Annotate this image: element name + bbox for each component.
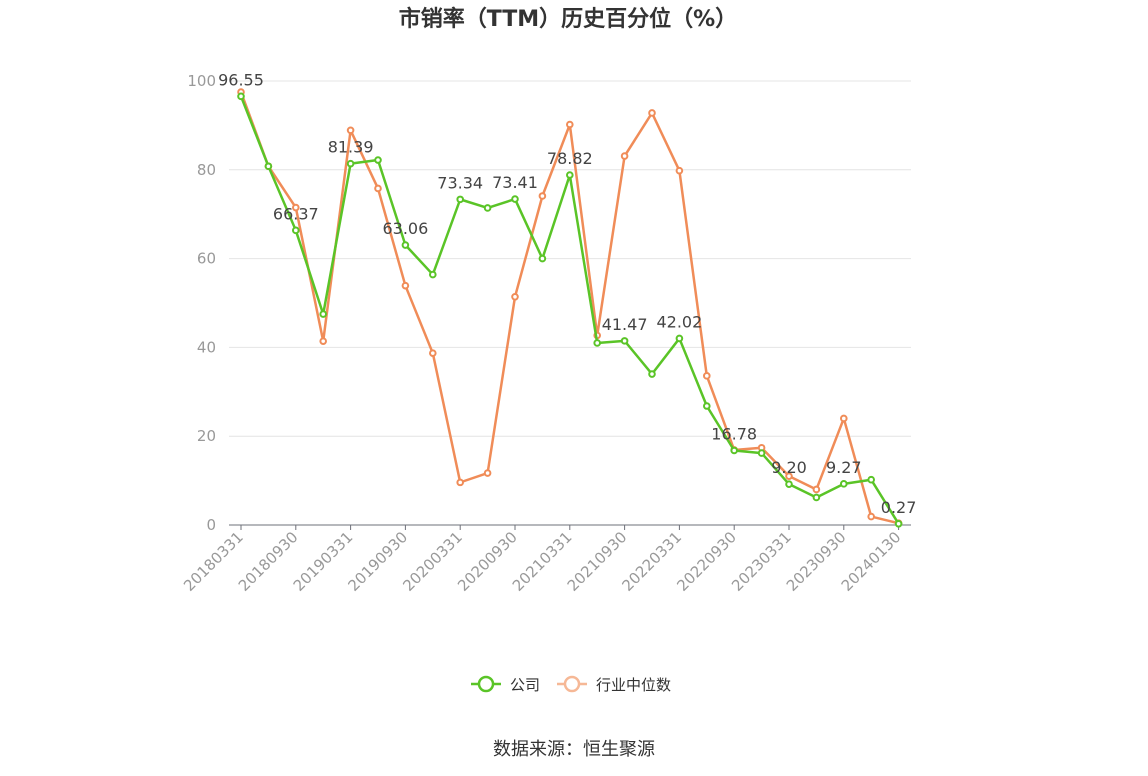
data-point[interactable]	[675, 166, 684, 175]
data-label: 96.55	[218, 70, 264, 89]
data-label: 9.20	[771, 458, 807, 477]
data-point[interactable]	[483, 469, 492, 477]
data-point[interactable]	[703, 372, 711, 380]
data-point[interactable]	[456, 478, 465, 487]
data-point[interactable]	[730, 446, 739, 455]
data-point[interactable]	[374, 184, 382, 193]
y-tick-label: 40	[197, 338, 216, 356]
data-point[interactable]	[374, 156, 382, 164]
data-label: 66.37	[273, 204, 319, 223]
data-point[interactable]	[785, 480, 793, 488]
data-point[interactable]	[840, 480, 848, 488]
data-label: 9.27	[826, 458, 862, 477]
data-point[interactable]	[538, 254, 547, 263]
data-point[interactable]	[703, 402, 711, 410]
data-point[interactable]	[620, 152, 629, 160]
y-axis: 0 20 40 60 80 100	[187, 72, 216, 534]
data-point[interactable]	[429, 270, 437, 279]
data-point[interactable]	[346, 159, 355, 168]
data-point[interactable]	[675, 334, 684, 343]
data-label: 63.06	[382, 219, 428, 238]
y-tick-label: 80	[197, 161, 216, 179]
x-tick-label: 20240130	[838, 528, 905, 595]
data-point[interactable]	[867, 475, 876, 484]
data-point[interactable]	[264, 162, 273, 171]
grid	[229, 80, 911, 437]
series-layer	[237, 88, 903, 528]
data-label: 42.02	[656, 312, 702, 331]
data-point[interactable]	[483, 204, 492, 212]
data-point[interactable]	[292, 203, 300, 212]
legend-item-1[interactable]: 行业中位数	[557, 675, 671, 694]
data-point[interactable]	[429, 349, 437, 357]
data-point[interactable]	[785, 472, 793, 480]
source-note: 数据来源：恒生聚源	[493, 739, 655, 760]
data-point[interactable]	[401, 281, 410, 290]
data-label: 73.41	[492, 173, 538, 192]
legend-item-0[interactable]: 公司	[471, 675, 540, 694]
data-label: 0.27	[881, 498, 917, 517]
data-point[interactable]	[840, 414, 848, 423]
data-point[interactable]	[812, 485, 821, 494]
data-point[interactable]	[757, 449, 766, 457]
data-point[interactable]	[566, 171, 574, 179]
data-point[interactable]	[511, 292, 519, 301]
legend-label: 行业中位数	[596, 676, 671, 694]
data-point[interactable]	[319, 337, 328, 345]
data-point[interactable]	[593, 339, 602, 347]
y-tick-label: 20	[197, 427, 216, 445]
data-label: 81.39	[328, 138, 374, 157]
data-label: 16.78	[711, 424, 757, 443]
data-point[interactable]	[538, 192, 547, 200]
data-point[interactable]	[648, 370, 656, 378]
data-label: 78.82	[547, 149, 593, 168]
data-point[interactable]	[511, 195, 519, 203]
x-axis: 2018033120180930201903312019093020200331…	[180, 524, 911, 595]
data-label: 41.47	[602, 315, 648, 334]
data-point[interactable]	[867, 512, 876, 521]
data-point[interactable]	[237, 92, 245, 101]
legend-swatch-marker	[477, 675, 495, 693]
y-tick-label: 100	[187, 72, 216, 90]
data-point[interactable]	[620, 337, 629, 345]
data-point[interactable]	[346, 126, 355, 135]
y-tick-label: 0	[206, 516, 216, 534]
data-point[interactable]	[566, 120, 574, 129]
data-point[interactable]	[894, 520, 903, 528]
data-label: 73.34	[437, 173, 483, 192]
data-point[interactable]	[648, 109, 656, 117]
chart-title: 市销率（TTM）历史百分位（%）	[399, 6, 737, 32]
data-point[interactable]	[456, 195, 465, 204]
legend[interactable]: 公司 行业中位数	[471, 675, 671, 694]
data-point[interactable]	[812, 493, 821, 502]
data-point[interactable]	[292, 226, 300, 235]
legend-swatch-marker	[563, 675, 581, 693]
legend-label: 公司	[510, 676, 540, 694]
data-point[interactable]	[319, 310, 328, 318]
y-tick-label: 60	[197, 250, 216, 268]
data-point[interactable]	[401, 241, 410, 249]
data-labels: 96.55 66.37 81.39 63.06 73.34 73.41 78.82 41.47…	[218, 70, 916, 516]
